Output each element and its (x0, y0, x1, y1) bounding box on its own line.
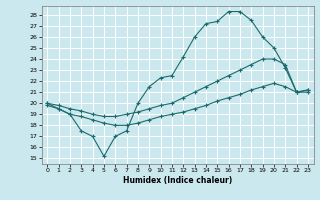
X-axis label: Humidex (Indice chaleur): Humidex (Indice chaleur) (123, 176, 232, 185)
